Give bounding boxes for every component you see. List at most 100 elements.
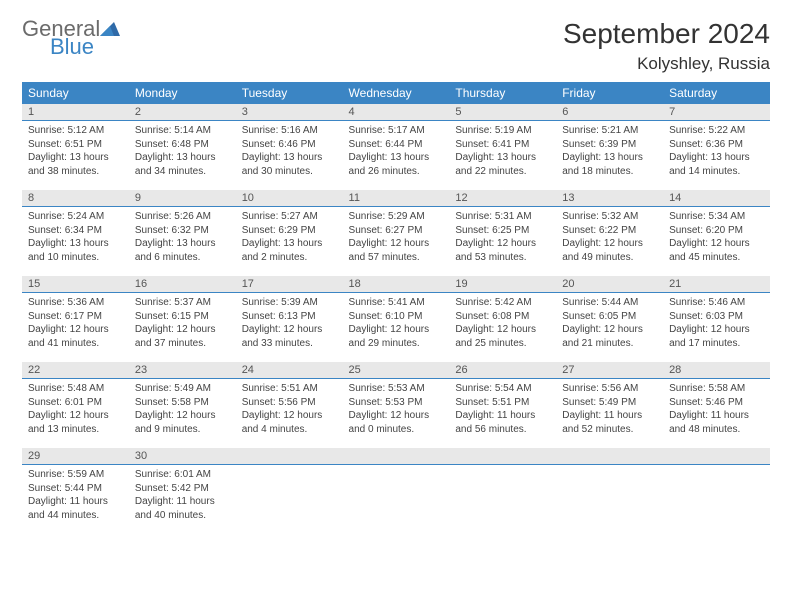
daylight-text: Daylight: 11 hours and 52 minutes. — [562, 409, 657, 436]
sunrise-text: Sunrise: 5:27 AM — [242, 210, 337, 224]
calendar-day-cell: 14Sunrise: 5:34 AMSunset: 6:20 PMDayligh… — [663, 190, 770, 276]
sunrise-text: Sunrise: 5:37 AM — [135, 296, 230, 310]
day-details: Sunrise: 5:14 AMSunset: 6:48 PMDaylight:… — [129, 121, 236, 182]
calendar-day-cell: 6Sunrise: 5:21 AMSunset: 6:39 PMDaylight… — [556, 104, 663, 190]
day-number-empty — [343, 448, 450, 465]
sunset-text: Sunset: 5:49 PM — [562, 396, 657, 410]
weekday-header: Sunday — [22, 82, 129, 104]
sunrise-text: Sunrise: 5:32 AM — [562, 210, 657, 224]
day-number: 8 — [22, 190, 129, 207]
day-number: 23 — [129, 362, 236, 379]
weekday-header: Saturday — [663, 82, 770, 104]
sunset-text: Sunset: 5:42 PM — [135, 482, 230, 496]
calendar-week-row: 1Sunrise: 5:12 AMSunset: 6:51 PMDaylight… — [22, 104, 770, 190]
sunrise-text: Sunrise: 5:19 AM — [455, 124, 550, 138]
calendar-day-cell: 24Sunrise: 5:51 AMSunset: 5:56 PMDayligh… — [236, 362, 343, 448]
daylight-text: Daylight: 12 hours and 21 minutes. — [562, 323, 657, 350]
calendar-day-cell: 4Sunrise: 5:17 AMSunset: 6:44 PMDaylight… — [343, 104, 450, 190]
daylight-text: Daylight: 13 hours and 2 minutes. — [242, 237, 337, 264]
sunset-text: Sunset: 5:46 PM — [669, 396, 764, 410]
day-number: 26 — [449, 362, 556, 379]
day-number: 6 — [556, 104, 663, 121]
sunrise-text: Sunrise: 5:48 AM — [28, 382, 123, 396]
calendar-day-cell: 18Sunrise: 5:41 AMSunset: 6:10 PMDayligh… — [343, 276, 450, 362]
day-details: Sunrise: 5:53 AMSunset: 5:53 PMDaylight:… — [343, 379, 450, 440]
calendar-day-cell: 29Sunrise: 5:59 AMSunset: 5:44 PMDayligh… — [22, 448, 129, 534]
day-number: 25 — [343, 362, 450, 379]
daylight-text: Daylight: 12 hours and 13 minutes. — [28, 409, 123, 436]
day-number: 24 — [236, 362, 343, 379]
sunrise-text: Sunrise: 5:29 AM — [349, 210, 444, 224]
sunset-text: Sunset: 5:58 PM — [135, 396, 230, 410]
weekday-header: Monday — [129, 82, 236, 104]
day-details: Sunrise: 5:51 AMSunset: 5:56 PMDaylight:… — [236, 379, 343, 440]
day-details: Sunrise: 5:22 AMSunset: 6:36 PMDaylight:… — [663, 121, 770, 182]
daylight-text: Daylight: 11 hours and 56 minutes. — [455, 409, 550, 436]
sunset-text: Sunset: 5:51 PM — [455, 396, 550, 410]
day-number: 13 — [556, 190, 663, 207]
sunset-text: Sunset: 6:17 PM — [28, 310, 123, 324]
daylight-text: Daylight: 12 hours and 53 minutes. — [455, 237, 550, 264]
calendar-day-cell — [343, 448, 450, 534]
daylight-text: Daylight: 11 hours and 40 minutes. — [135, 495, 230, 522]
sunset-text: Sunset: 6:08 PM — [455, 310, 550, 324]
weekday-header: Wednesday — [343, 82, 450, 104]
daylight-text: Daylight: 12 hours and 49 minutes. — [562, 237, 657, 264]
calendar-day-cell: 17Sunrise: 5:39 AMSunset: 6:13 PMDayligh… — [236, 276, 343, 362]
sunset-text: Sunset: 6:46 PM — [242, 138, 337, 152]
day-details: Sunrise: 5:46 AMSunset: 6:03 PMDaylight:… — [663, 293, 770, 354]
calendar-day-cell: 1Sunrise: 5:12 AMSunset: 6:51 PMDaylight… — [22, 104, 129, 190]
calendar-day-cell: 11Sunrise: 5:29 AMSunset: 6:27 PMDayligh… — [343, 190, 450, 276]
day-number: 20 — [556, 276, 663, 293]
daylight-text: Daylight: 12 hours and 45 minutes. — [669, 237, 764, 264]
calendar-table: Sunday Monday Tuesday Wednesday Thursday… — [22, 82, 770, 534]
calendar-day-cell — [556, 448, 663, 534]
day-number: 11 — [343, 190, 450, 207]
calendar-day-cell: 16Sunrise: 5:37 AMSunset: 6:15 PMDayligh… — [129, 276, 236, 362]
sunrise-text: Sunrise: 5:49 AM — [135, 382, 230, 396]
sunrise-text: Sunrise: 5:46 AM — [669, 296, 764, 310]
sunrise-text: Sunrise: 5:51 AM — [242, 382, 337, 396]
day-number: 5 — [449, 104, 556, 121]
weekday-header-row: Sunday Monday Tuesday Wednesday Thursday… — [22, 82, 770, 104]
calendar-day-cell: 2Sunrise: 5:14 AMSunset: 6:48 PMDaylight… — [129, 104, 236, 190]
sunrise-text: Sunrise: 5:39 AM — [242, 296, 337, 310]
day-details: Sunrise: 5:36 AMSunset: 6:17 PMDaylight:… — [22, 293, 129, 354]
day-number: 2 — [129, 104, 236, 121]
day-details: Sunrise: 6:01 AMSunset: 5:42 PMDaylight:… — [129, 465, 236, 526]
day-details: Sunrise: 5:31 AMSunset: 6:25 PMDaylight:… — [449, 207, 556, 268]
sunrise-text: Sunrise: 5:24 AM — [28, 210, 123, 224]
day-number-empty — [236, 448, 343, 465]
day-details: Sunrise: 5:34 AMSunset: 6:20 PMDaylight:… — [663, 207, 770, 268]
calendar-week-row: 29Sunrise: 5:59 AMSunset: 5:44 PMDayligh… — [22, 448, 770, 534]
title-block: September 2024 Kolyshley, Russia — [563, 18, 770, 74]
day-number: 30 — [129, 448, 236, 465]
day-details: Sunrise: 5:37 AMSunset: 6:15 PMDaylight:… — [129, 293, 236, 354]
day-number: 14 — [663, 190, 770, 207]
calendar-day-cell: 30Sunrise: 6:01 AMSunset: 5:42 PMDayligh… — [129, 448, 236, 534]
sunset-text: Sunset: 6:15 PM — [135, 310, 230, 324]
calendar-day-cell: 8Sunrise: 5:24 AMSunset: 6:34 PMDaylight… — [22, 190, 129, 276]
daylight-text: Daylight: 12 hours and 0 minutes. — [349, 409, 444, 436]
calendar-day-cell — [449, 448, 556, 534]
calendar-day-cell: 21Sunrise: 5:46 AMSunset: 6:03 PMDayligh… — [663, 276, 770, 362]
day-number: 3 — [236, 104, 343, 121]
day-details: Sunrise: 5:32 AMSunset: 6:22 PMDaylight:… — [556, 207, 663, 268]
month-title: September 2024 — [563, 18, 770, 50]
sunset-text: Sunset: 5:53 PM — [349, 396, 444, 410]
day-number: 4 — [343, 104, 450, 121]
sunrise-text: Sunrise: 5:22 AM — [669, 124, 764, 138]
day-number: 18 — [343, 276, 450, 293]
calendar-day-cell — [663, 448, 770, 534]
sunrise-text: Sunrise: 5:59 AM — [28, 468, 123, 482]
sunrise-text: Sunrise: 5:36 AM — [28, 296, 123, 310]
sunrise-text: Sunrise: 5:44 AM — [562, 296, 657, 310]
calendar-day-cell: 26Sunrise: 5:54 AMSunset: 5:51 PMDayligh… — [449, 362, 556, 448]
sunrise-text: Sunrise: 5:16 AM — [242, 124, 337, 138]
calendar-day-cell: 9Sunrise: 5:26 AMSunset: 6:32 PMDaylight… — [129, 190, 236, 276]
calendar-day-cell: 19Sunrise: 5:42 AMSunset: 6:08 PMDayligh… — [449, 276, 556, 362]
day-details: Sunrise: 5:12 AMSunset: 6:51 PMDaylight:… — [22, 121, 129, 182]
sunrise-text: Sunrise: 5:21 AM — [562, 124, 657, 138]
calendar-day-cell: 15Sunrise: 5:36 AMSunset: 6:17 PMDayligh… — [22, 276, 129, 362]
sunrise-text: Sunrise: 5:14 AM — [135, 124, 230, 138]
